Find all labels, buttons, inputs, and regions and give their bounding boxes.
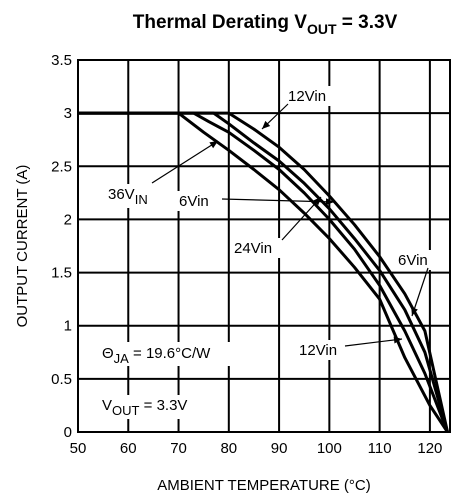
leader-24vin bbox=[281, 196, 322, 241]
label-bg-24vin bbox=[230, 238, 284, 258]
label-6vin-right: 6Vin bbox=[398, 252, 428, 269]
leader-12vin-bottom bbox=[344, 338, 403, 347]
x-tick-label: 100 bbox=[317, 440, 342, 457]
leader-6vin-right bbox=[411, 267, 429, 317]
label-bg-6vin-left bbox=[175, 191, 221, 211]
x-tick-label: 90 bbox=[271, 440, 288, 457]
y-tick-label: 0.5 bbox=[51, 371, 72, 388]
series-line-vin12 bbox=[78, 111, 449, 433]
leader-6vin-left-arrowhead bbox=[325, 198, 334, 206]
axis-ticks: 50 60 70 80 90 100 110 120 0 0.5 1 1.5 2 2.5 3 3.5 bbox=[51, 52, 442, 457]
x-tick-label: 70 bbox=[170, 440, 187, 457]
x-tick-label: 120 bbox=[417, 440, 442, 457]
label-bg-12vin-top bbox=[284, 86, 338, 106]
x-axis-label: AMBIENT TEMPERATURE (°C) bbox=[157, 477, 371, 494]
note-vout-subscript: OUT bbox=[112, 403, 140, 418]
leader-36vin bbox=[151, 140, 219, 184]
y-tick-label: 1.5 bbox=[51, 265, 72, 282]
leader-12vin-top-arrowhead bbox=[262, 120, 271, 129]
leader-36vin-arrowhead bbox=[209, 141, 218, 149]
annotations: 12Vin 36VIN 6Vin 24Vin 6Vin 12Vin ΘJA = 19.6°C… bbox=[98, 86, 440, 419]
note-bg-theta bbox=[98, 342, 230, 366]
note-vout: VOUT = 3.3V bbox=[102, 397, 187, 418]
series-line-vin36 bbox=[78, 111, 449, 433]
y-tick-label: 3 bbox=[64, 105, 72, 122]
label-12vin-bottom: 12Vin bbox=[299, 342, 337, 359]
y-tick-label: 2.5 bbox=[51, 158, 72, 175]
plot-frame bbox=[77, 59, 451, 433]
label-24vin: 24Vin bbox=[234, 240, 272, 257]
label-bg-36vin bbox=[104, 184, 166, 208]
note-theta-value: = 19.6°C/W bbox=[129, 345, 211, 362]
x-tick-label: 110 bbox=[368, 440, 392, 457]
note-theta-subscript: JA bbox=[114, 351, 130, 366]
note-vout-value: = 3.3V bbox=[139, 397, 187, 414]
leader-24vin-arrowhead bbox=[313, 197, 321, 206]
x-tick-label: 80 bbox=[220, 440, 237, 457]
series-line-vin6a bbox=[78, 111, 449, 433]
series-line-vin24 bbox=[78, 111, 449, 433]
leader-6vin-right-arrowhead bbox=[411, 307, 418, 316]
label-bg-6vin-right bbox=[394, 250, 440, 270]
label-12vin-top: 12Vin bbox=[288, 88, 326, 105]
y-axis-label: OUTPUT CURRENT (A) bbox=[14, 165, 31, 328]
y-tick-label: 0 bbox=[64, 424, 72, 441]
x-tick-label: 60 bbox=[120, 440, 137, 457]
y-tick-label: 2 bbox=[64, 211, 72, 228]
label-36vin: 36VIN bbox=[108, 186, 148, 207]
label-36vin-subscript: IN bbox=[135, 192, 148, 207]
x-tick-label: 50 bbox=[70, 440, 87, 457]
title-subscript: OUT bbox=[307, 21, 337, 37]
leader-12vin-bottom-arrowhead bbox=[393, 336, 402, 344]
note-bg-vout bbox=[98, 395, 208, 419]
series-group bbox=[78, 111, 449, 433]
chart-title: Thermal Derating VOUT = 3.3V bbox=[133, 12, 398, 37]
note-theta-ja: ΘJA = 19.6°C/W bbox=[102, 345, 211, 366]
y-tick-label: 3.5 bbox=[51, 52, 72, 69]
y-tick-label: 1 bbox=[64, 318, 72, 335]
label-bg-12vin-bottom bbox=[295, 340, 351, 360]
label-6vin-left: 6Vin bbox=[179, 193, 209, 210]
